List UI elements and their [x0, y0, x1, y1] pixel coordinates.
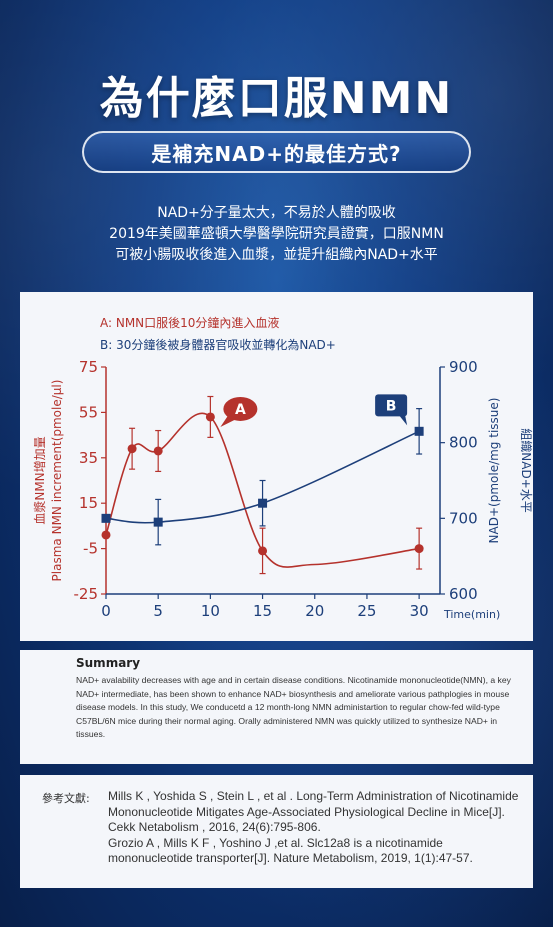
right-axis-title-zh: 組織NAD+水平	[519, 428, 533, 512]
series-2-point-1	[101, 513, 111, 523]
intro-line-3: 可被小腸吸收後進入血漿，並提升組織內NAD+水平	[115, 247, 438, 263]
series-1-point-4	[205, 412, 215, 422]
series-1-point-6	[414, 544, 424, 554]
left-tick-label: 75	[79, 358, 98, 376]
callout-a-bubble	[223, 396, 258, 421]
left-tick-label: 35	[79, 449, 98, 467]
series-2-point-4	[414, 426, 424, 436]
intro-line-1: NAD+分子量太大，不易於人體的吸收	[157, 205, 396, 221]
x-tick-label: 15	[253, 602, 272, 620]
series-2-point-3	[258, 498, 268, 508]
callout-a-tail	[220, 414, 237, 427]
x-axis-label: Time(min)	[443, 608, 500, 621]
references-list: Mills K , Yoshida S , Stein L , et al . …	[108, 789, 521, 867]
legend-b: B: 30分鐘後被身體器官吸收並轉化為NAD+	[100, 338, 336, 352]
summary-title: Summary	[76, 656, 141, 670]
intro-text: NAD+分子量太大，不易於人體的吸收 2019年美國華盛頓大學醫學院研究員證實，…	[0, 203, 553, 266]
right-axis-title-en: NAD+(pmole/mg tissue)	[487, 398, 501, 544]
reference-item-2: Grozio A , Mills K F , Yoshino J ,et al.…	[108, 835, 473, 866]
x-tick-label: 5	[153, 602, 163, 620]
series-1-point-3	[153, 446, 163, 456]
x-tick-label: 20	[305, 602, 324, 620]
series-2-point-2	[153, 517, 163, 527]
summary-text: NAD+ avalability decreases with age and …	[76, 675, 511, 739]
legend-a: A: NMN口服後10分鐘內進入血液	[100, 316, 280, 330]
right-tick-label: 800	[449, 434, 478, 452]
chart: -25 -5 15 35 55 75 600 700 800 900 0 5 10 15 20 25 30 Tim…	[32, 358, 533, 621]
callout-b-bubble	[375, 394, 408, 417]
left-axis-title-zh: 血漿NMN增加量	[32, 436, 47, 524]
right-tick-label: 600	[449, 585, 478, 603]
x-tick-label: 10	[201, 602, 220, 620]
page-title: 為什麼口服NMN	[99, 73, 454, 124]
series-1-point-1	[101, 530, 111, 540]
chart-card: A: NMN口服後10分鐘內進入血液 B: 30分鐘後被身體器官吸收並轉化為NA…	[20, 292, 533, 641]
left-tick-label: 55	[79, 403, 98, 421]
right-tick-label: 700	[449, 509, 478, 527]
left-tick-label: -25	[74, 585, 99, 603]
callout-b-label: B	[386, 398, 397, 414]
left-axis-title-en: Plasma NMN increment(pmole/μl)	[50, 380, 64, 582]
summary-card: Summary NAD+ avalability decreases with …	[20, 650, 533, 764]
reference-item-1: Mills K , Yoshida S , Stein L , et al . …	[108, 789, 519, 834]
intro-line-2: 2019年美國華盛頓大學醫學院研究員證實，口服NMN	[109, 226, 444, 242]
x-tick-label: 0	[101, 602, 111, 620]
series-1-point-2	[127, 444, 137, 454]
references-label: 參考文獻:	[42, 792, 90, 805]
series-1-point-5	[258, 546, 268, 556]
references-card: 參考文獻: Mills K , Yoshida S , Stein L , et…	[20, 775, 533, 888]
callout-b-tail	[399, 415, 408, 426]
right-tick-label: 900	[449, 358, 478, 376]
left-tick-label: 15	[79, 494, 98, 512]
series-2-line	[105, 430, 420, 524]
callout-a-label: A	[235, 402, 246, 418]
left-tick-label: -5	[83, 540, 98, 558]
x-tick-label: 30	[410, 602, 429, 620]
x-tick-label: 25	[357, 602, 376, 620]
subtitle-pill: 是補充NAD+的最佳方式?	[82, 131, 471, 173]
